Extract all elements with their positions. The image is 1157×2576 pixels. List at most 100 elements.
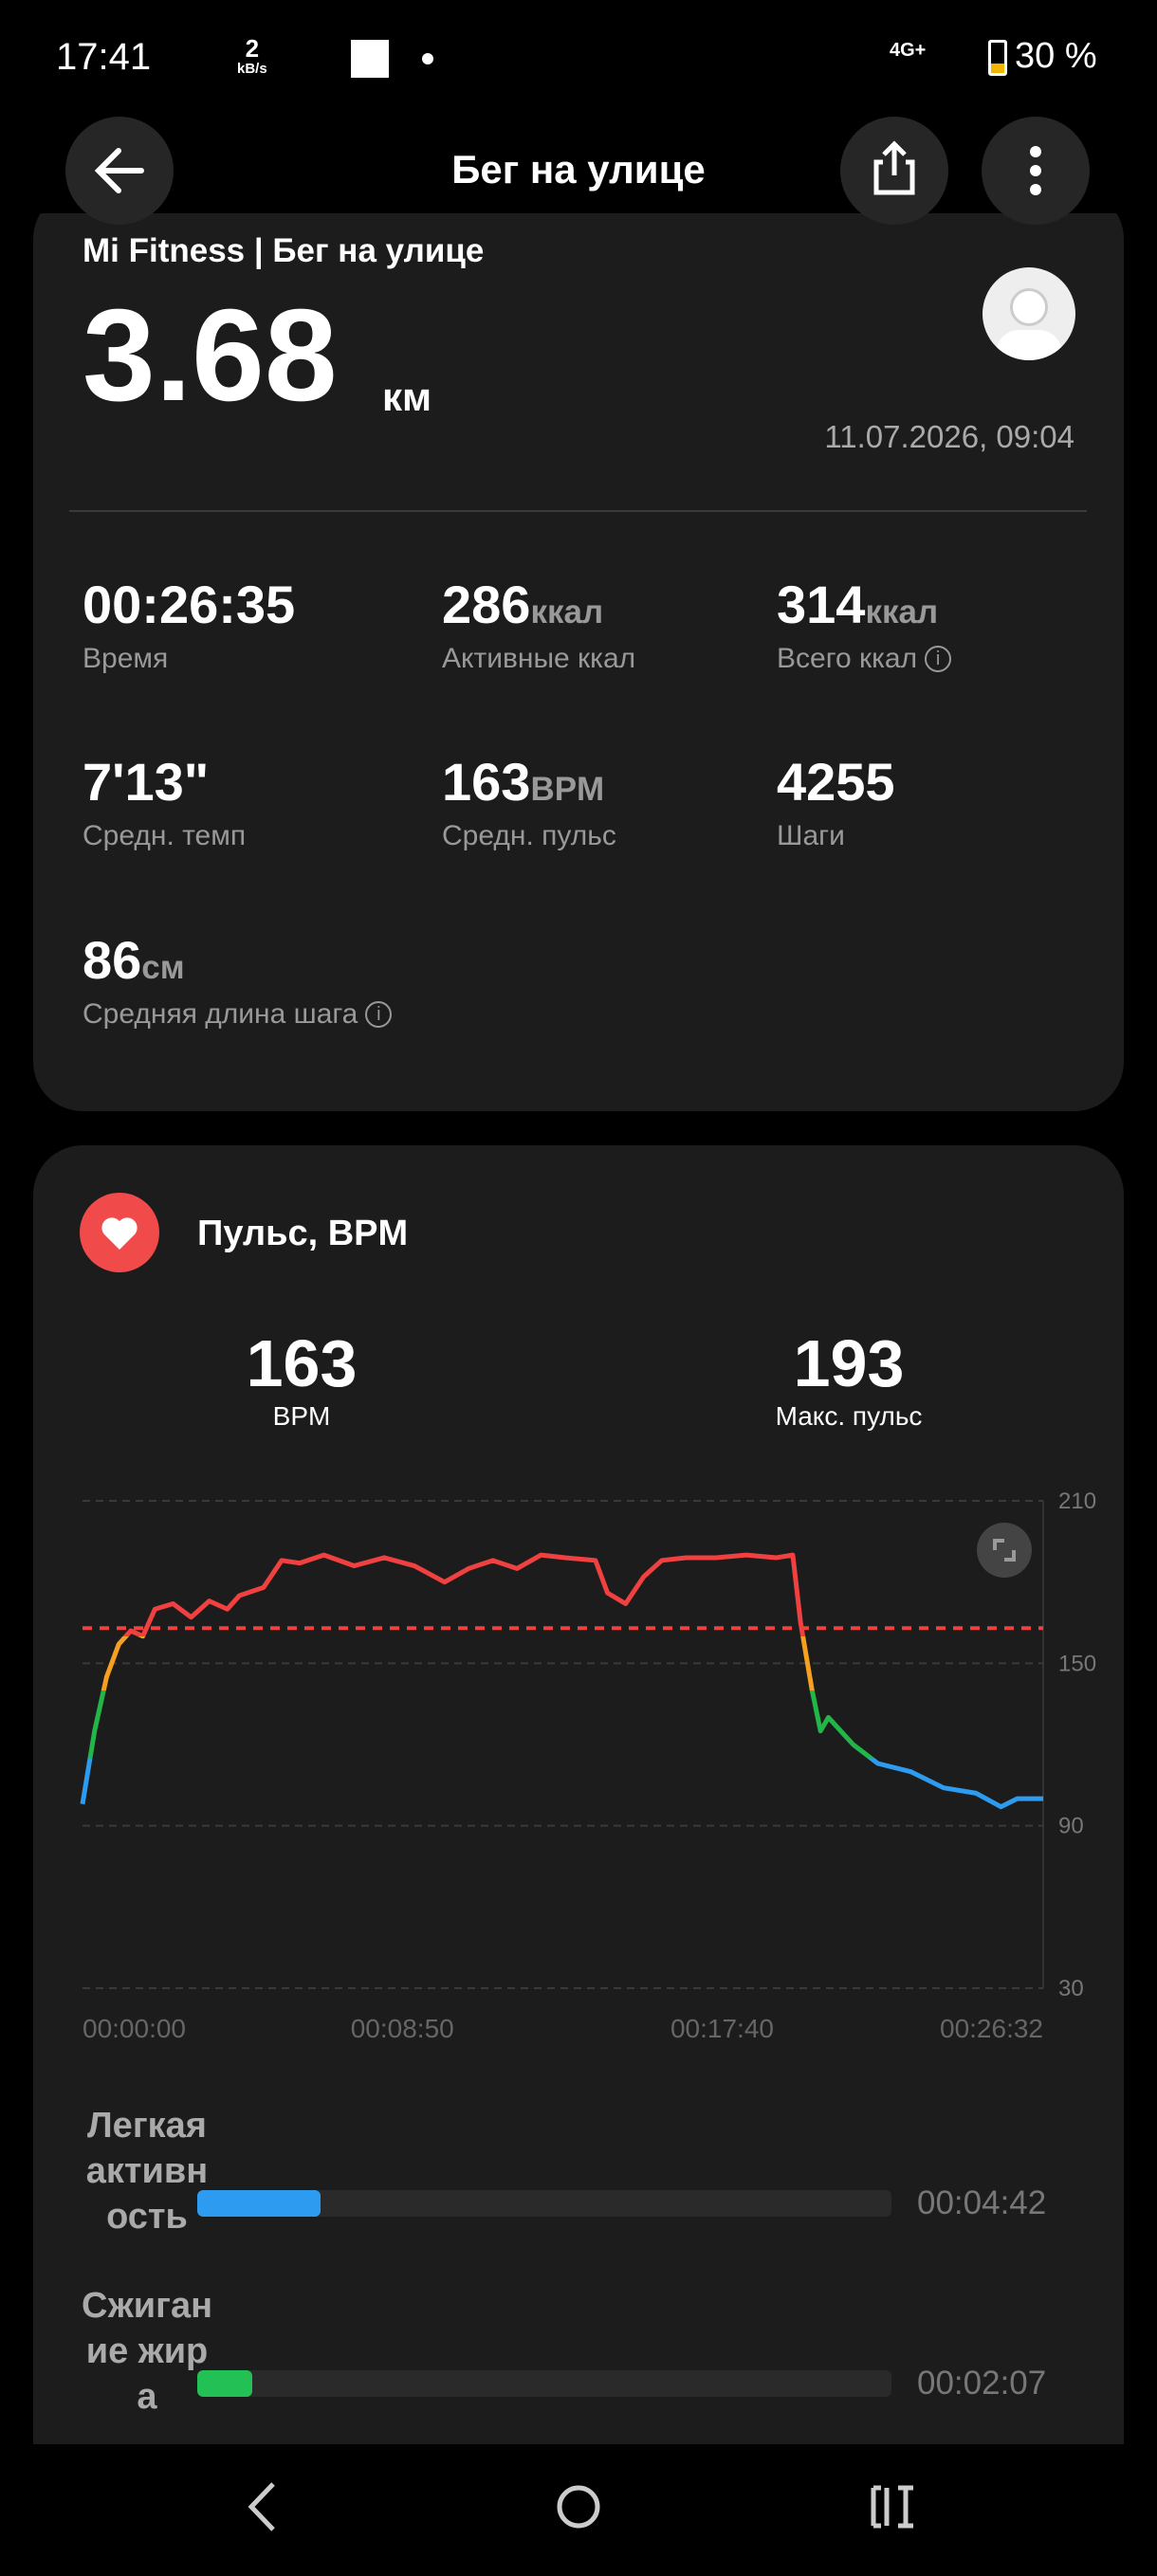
heart-title: Пульс, BPM <box>197 1214 409 1253</box>
heart-card: Пульс, BPM 163 BPM 193 Макс. пульс Легкая … <box>33 1145 1124 2444</box>
nav-recent[interactable] <box>871 2485 913 2529</box>
header <box>0 114 1157 213</box>
source: Mi Fitness | Бег на улице <box>83 232 485 269</box>
stat-value: 314 <box>777 575 866 634</box>
stat-label: Активные ккал <box>442 643 636 674</box>
stat-label: Средняя длина шага <box>83 998 358 1030</box>
heart-rate-line <box>80 1552 1043 1810</box>
heart-icon <box>80 1193 159 1272</box>
distance: 3.68 <box>83 283 338 429</box>
nav-bar <box>0 2444 1157 2571</box>
nav-home[interactable] <box>557 2485 600 2529</box>
x-tick-label: 00:08:50 <box>351 2014 454 2043</box>
avg-label: BPM <box>272 1401 331 1431</box>
back-icon <box>94 148 144 193</box>
y-tick-label: 210 <box>1058 1489 1096 1514</box>
stat-unit: ккал <box>865 594 939 630</box>
stat: 4255 Шаги <box>777 751 895 852</box>
zone-bar <box>197 2370 253 2397</box>
stat-value-line: 4255 <box>777 751 895 813</box>
stat-label-line: Время <box>83 643 295 675</box>
notification-icon <box>351 40 389 78</box>
y-tick-label: 150 <box>1058 1651 1096 1676</box>
zone-time: 00:04:42 <box>917 2184 1047 2221</box>
battery: 30 % <box>1015 36 1097 76</box>
stat-label-line: Средн. пульс <box>442 820 616 852</box>
zone-name: Легкая активность <box>85 2106 209 2237</box>
stat-value: 00:26:35 <box>83 575 296 634</box>
stat-label-line: Средняя длина шага i <box>83 998 393 1031</box>
stat-unit: ккал <box>530 594 604 630</box>
max-label: Макс. пульс <box>775 1401 923 1431</box>
avg: 163 <box>246 1326 358 1400</box>
stat: 163BPM Средн. пульс <box>442 751 616 852</box>
stat-unit: см <box>141 949 185 986</box>
expand-button[interactable] <box>977 1523 1032 1578</box>
network: 4G+ <box>890 40 927 61</box>
net-speed: 2 kB/s <box>237 34 267 80</box>
more-button[interactable] <box>982 117 1090 225</box>
y-tick-label: 30 <box>1058 1976 1084 2001</box>
stat-label: Средн. темп <box>83 820 247 851</box>
back-button[interactable] <box>65 117 174 225</box>
max: 193 <box>793 1326 905 1400</box>
x-tick-label: 00:00:00 <box>83 2014 186 2043</box>
avg-block: 163 BPM <box>159 1325 444 1432</box>
stat: 286ккал Активные ккал <box>442 574 635 675</box>
title: Бег на улице <box>451 147 706 192</box>
max-block: 193 Макс. пульс <box>707 1325 991 1432</box>
info-icon: i <box>365 1001 393 1028</box>
divider <box>69 510 1087 512</box>
stat: 7'13" Средн. темп <box>83 751 246 852</box>
stat-value: 7'13" <box>83 752 210 812</box>
stat-value-line: 00:26:35 <box>83 574 295 635</box>
dot <box>422 53 433 64</box>
summary-card: Mi Fitness | Бег на улице 3.68 км 11.07.… <box>33 190 1124 1111</box>
stat-label-line: Активные ккал <box>442 643 635 675</box>
avatar[interactable] <box>983 267 1075 360</box>
stat-value-line: 314ккал <box>777 574 951 635</box>
share-icon <box>873 140 915 195</box>
stat-value: 4255 <box>777 752 895 812</box>
expand-icon <box>993 1539 1016 1562</box>
zone-track <box>197 2190 891 2217</box>
more-icon <box>1030 146 1041 195</box>
date: 11.07.2026, 09:04 <box>824 419 1074 454</box>
stat-value-line: 7'13" <box>83 751 246 813</box>
zone-time: 00:02:07 <box>917 2365 1047 2402</box>
stat-label-line: Всего ккал i <box>777 643 952 675</box>
stat-label-line: Средн. темп <box>83 820 246 852</box>
speed: 2 <box>245 34 260 63</box>
stat-value: 86 <box>83 930 142 990</box>
stat-value-line: 286ккал <box>442 574 635 635</box>
distance-unit: км <box>382 375 432 419</box>
nav-icons <box>248 2482 913 2531</box>
share-button[interactable] <box>840 117 948 225</box>
nav-back[interactable] <box>248 2482 275 2531</box>
chart: 30 90 150 210 00:00:00 00:08:50 00:17:40 00:26:… <box>80 1489 1096 2043</box>
stat-value: 286 <box>442 575 531 634</box>
x-tick-label: 00:26:32 <box>940 2014 1043 2043</box>
stat-value-line: 86см <box>83 929 392 991</box>
stat: 314ккал Всего ккал i <box>777 574 952 675</box>
stat-value-line: 163BPM <box>442 751 616 813</box>
stat: 86см Средняя длина шага i <box>83 929 393 1031</box>
zone-bar <box>197 2190 321 2217</box>
stat-label: Шаги <box>777 820 845 851</box>
zone-name: Сжигание жира <box>81 2286 213 2417</box>
stat-value: 163 <box>442 752 531 812</box>
speed-unit: kB/s <box>237 61 267 77</box>
info-icon: i <box>925 646 952 672</box>
stat-unit: BPM <box>530 771 605 808</box>
stat: 00:26:35 Время <box>83 574 295 675</box>
stat-label-line: Шаги <box>777 820 895 852</box>
stat-label: Всего ккал <box>777 643 918 674</box>
y-tick-label: 90 <box>1058 1814 1084 1839</box>
clock: 17:41 <box>56 36 152 78</box>
stat-label: Время <box>83 643 169 674</box>
x-tick-label: 00:17:40 <box>670 2014 774 2043</box>
zone-track <box>197 2370 891 2397</box>
stat-label: Средн. пульс <box>442 820 616 851</box>
battery-icon <box>988 40 1007 76</box>
